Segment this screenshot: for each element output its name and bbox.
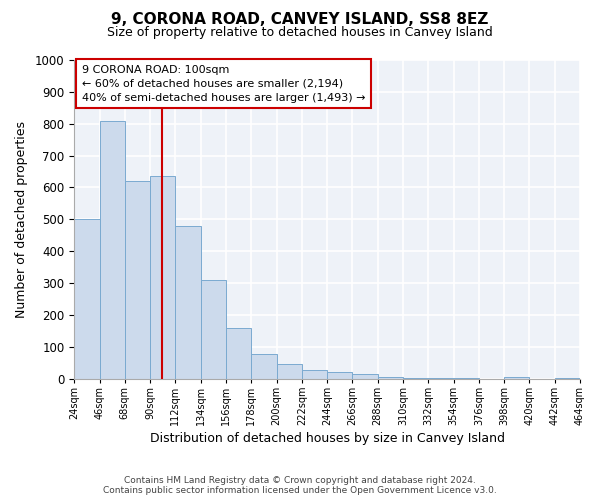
Bar <box>302 370 327 378</box>
Bar <box>251 354 277 378</box>
Bar <box>74 220 100 378</box>
X-axis label: Distribution of detached houses by size in Canvey Island: Distribution of detached houses by size … <box>149 432 505 445</box>
Bar <box>201 280 226 378</box>
Text: Contains HM Land Registry data © Crown copyright and database right 2024.
Contai: Contains HM Land Registry data © Crown c… <box>103 476 497 495</box>
Bar <box>352 374 378 378</box>
Bar <box>125 181 150 378</box>
Bar <box>327 372 352 378</box>
Bar <box>277 364 302 378</box>
Text: 9, CORONA ROAD, CANVEY ISLAND, SS8 8EZ: 9, CORONA ROAD, CANVEY ISLAND, SS8 8EZ <box>112 12 488 28</box>
Bar <box>378 376 403 378</box>
Text: Size of property relative to detached houses in Canvey Island: Size of property relative to detached ho… <box>107 26 493 39</box>
Y-axis label: Number of detached properties: Number of detached properties <box>15 121 28 318</box>
Bar <box>150 176 175 378</box>
Bar <box>226 328 251 378</box>
Text: 9 CORONA ROAD: 100sqm
← 60% of detached houses are smaller (2,194)
40% of semi-d: 9 CORONA ROAD: 100sqm ← 60% of detached … <box>82 65 365 103</box>
Bar <box>175 226 201 378</box>
Bar <box>100 120 125 378</box>
